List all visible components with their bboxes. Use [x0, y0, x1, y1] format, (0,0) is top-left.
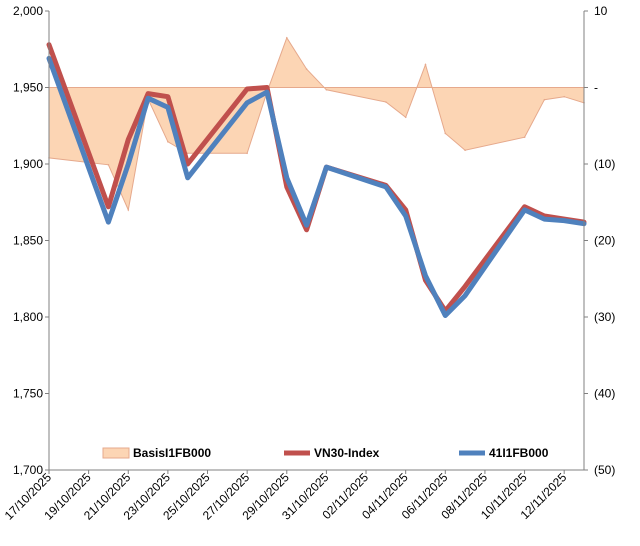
basis-point	[325, 89, 328, 91]
41i1fb000-point	[384, 185, 388, 189]
41i1fb000-point	[443, 314, 447, 317]
basis-point	[186, 152, 189, 155]
41i1fb000-point	[324, 165, 328, 169]
legend-label-vn30-index: VN30-Index	[314, 446, 380, 460]
41i1fb000-point	[562, 219, 566, 223]
basis-point	[444, 132, 447, 135]
41i1fb000-point	[285, 176, 289, 180]
basis-point	[523, 136, 526, 138]
basis-point	[563, 95, 565, 98]
41i1fb000-point	[146, 96, 150, 100]
basis-point	[464, 149, 466, 151]
vn30-index-point	[186, 162, 190, 166]
41i1fb000-point	[106, 220, 110, 224]
legend-label-basisi1fb000: BasisI1FB000	[133, 446, 211, 460]
basis-point	[127, 209, 130, 211]
vn30-index-point	[305, 228, 309, 232]
left-axis-tick-label: 2,000	[13, 4, 43, 18]
legend-label-41i1fb000: 41I1FB000	[489, 446, 549, 460]
right-axis-tick-label: (10)	[594, 157, 615, 171]
basis-point	[404, 116, 407, 119]
right-axis-tick-label: -	[594, 81, 598, 95]
41i1fb000-line	[46, 55, 587, 318]
left-axis-tick-label: 1,900	[13, 157, 43, 171]
right-axis-tick-label: (30)	[594, 310, 615, 324]
41i1fb000-point	[542, 217, 546, 221]
basis-point	[107, 164, 110, 166]
basis-point	[543, 98, 546, 101]
vn30-index-point	[166, 95, 170, 99]
right-axis-tick-label: (50)	[594, 463, 615, 477]
vn30-index-point	[106, 205, 110, 209]
41i1fb000-point	[523, 208, 527, 212]
vn30-index-point	[126, 138, 130, 141]
vn30-index-point	[285, 185, 289, 189]
basis-point	[246, 152, 248, 155]
left-axis-tick-label: 1,700	[13, 463, 43, 477]
basis-point	[385, 101, 387, 103]
left-axis-tick-label: 1,950	[13, 81, 43, 95]
legend-swatch-basisi1fb000	[102, 447, 130, 459]
41i1fb000-point	[305, 223, 309, 227]
basis-point	[424, 63, 427, 66]
left-axis-tick-label: 1,750	[13, 387, 43, 401]
41i1fb000-point	[186, 176, 190, 180]
basis-point	[167, 141, 169, 143]
legend: BasisI1FB000 VN30-Index 41I1FB000	[102, 446, 549, 460]
right-axis-tick-label: (20)	[594, 234, 615, 248]
left-axis-tick-label: 1,800	[13, 310, 43, 324]
vn30-index-point	[245, 87, 249, 91]
right-axis-tick-label: (40)	[594, 387, 615, 401]
basis-point	[305, 68, 308, 70]
vn30-index-point	[146, 92, 150, 96]
left-axis-tick-label: 1,850	[13, 234, 43, 248]
41i1fb000-point	[245, 101, 249, 105]
41i1fb000-point	[463, 294, 467, 298]
vn30-index-point	[265, 86, 269, 89]
41i1fb000-point	[166, 105, 170, 109]
right-axis-tick-label: 10	[594, 4, 608, 18]
basis-point	[286, 37, 288, 39]
41i1fb000-point	[424, 274, 427, 278]
41i1fb000-point	[404, 214, 408, 218]
41i1fb000-point	[265, 90, 269, 94]
vn30-index-point	[463, 284, 467, 288]
41i1fb000-point	[126, 162, 130, 166]
